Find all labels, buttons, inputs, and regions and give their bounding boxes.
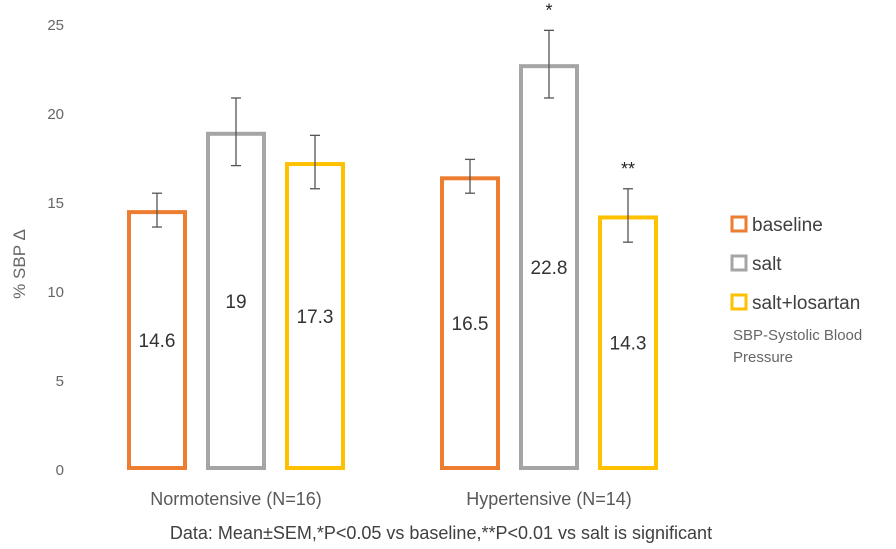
legend-label: baseline	[752, 215, 823, 236]
legend-label: salt+losartan	[752, 293, 860, 314]
x-category-label: Normotensive (N=16)	[150, 489, 322, 509]
y-tick-label: 0	[56, 462, 64, 479]
y-tick-label: 5	[56, 373, 64, 390]
significance-marker: **	[621, 159, 635, 179]
legend-swatch	[730, 293, 748, 311]
legend-note-line-2: Pressure	[733, 349, 793, 366]
significance-marker: *	[545, 0, 552, 20]
bar-salt-losartan	[285, 162, 345, 470]
y-tick-label: 25	[47, 17, 64, 34]
data-label: 14.6	[139, 331, 176, 352]
data-label: 19	[225, 292, 246, 313]
legend-note-line-1: SBP-Systolic Blood	[733, 327, 862, 344]
data-label: 22.8	[531, 258, 568, 279]
bar-baseline	[440, 176, 500, 471]
legend: baseline salt salt+losartan	[730, 215, 860, 314]
bar-baseline	[127, 210, 187, 470]
y-axis-ticks: 0 5 10 15 20 25	[47, 17, 64, 479]
x-axis-category-labels: Normotensive (N=16) Hypertensive (N=14)	[150, 489, 632, 509]
legend-swatch	[730, 254, 748, 272]
y-tick-label: 20	[47, 106, 64, 123]
bar-salt	[519, 64, 579, 470]
data-label: 16.5	[452, 314, 489, 335]
y-tick-label: 10	[47, 284, 64, 301]
y-tick-label: 15	[47, 195, 64, 212]
legend-swatch	[730, 215, 748, 233]
footnote: Data: Mean±SEM,*P<0.05 vs baseline,**P<0…	[170, 523, 712, 543]
x-category-label: Hypertensive (N=14)	[466, 489, 632, 509]
legend-label: salt	[752, 254, 782, 275]
y-axis-label: % SBP Δ	[10, 229, 29, 299]
bar-salt-losartan	[598, 215, 658, 470]
data-label: 14.3	[610, 334, 647, 355]
data-label: 17.3	[297, 307, 334, 328]
